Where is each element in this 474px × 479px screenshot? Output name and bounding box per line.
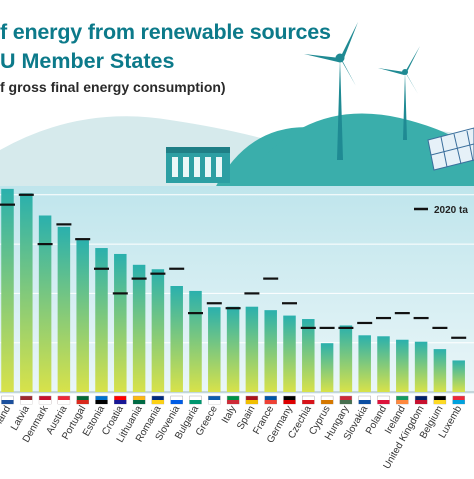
flag-icon	[320, 395, 334, 405]
flag-icon	[38, 395, 52, 405]
wind-turbine-icon	[378, 46, 420, 140]
bar-slovenia	[170, 286, 183, 392]
bar-greece	[208, 307, 221, 392]
flag-icon	[189, 395, 202, 405]
bar-land	[1, 188, 14, 392]
flag-icon	[151, 395, 165, 405]
bar-bulgaria	[189, 290, 202, 392]
bar-denmark	[38, 215, 52, 392]
bar-belgium	[433, 349, 447, 392]
flag-icon	[452, 395, 465, 405]
chart-title-line1: f energy from renewable sources	[0, 20, 331, 44]
flag-icon	[208, 395, 221, 405]
bar-romania	[151, 269, 165, 392]
bar-france	[264, 310, 277, 392]
bar-estonia	[95, 248, 108, 392]
flag-icon	[245, 395, 259, 405]
bar-luxemb	[452, 360, 465, 392]
bar-hungary	[339, 325, 353, 392]
bar-italy	[226, 306, 240, 392]
chart-title-line2: U Member States	[0, 49, 175, 73]
bar-cyprus	[320, 343, 334, 392]
flag-icon	[283, 395, 296, 405]
flag-icon	[114, 395, 127, 405]
bar-austria	[57, 226, 71, 392]
bar-lithuania	[132, 264, 146, 392]
flag-icon	[414, 395, 428, 405]
flag-icon	[95, 395, 108, 405]
bar-united-kingdom	[414, 341, 428, 392]
bar-poland	[377, 336, 390, 392]
hill-teal-right	[240, 113, 474, 188]
flag-icon	[264, 395, 277, 405]
flag-icon	[396, 395, 409, 405]
bar-portugal	[76, 240, 89, 392]
bar-latvia	[20, 193, 33, 392]
flag-icon	[132, 395, 146, 405]
flag-icon	[358, 395, 371, 405]
flag-icon	[20, 395, 33, 405]
bar-croatia	[114, 253, 127, 392]
bar-ireland	[396, 339, 409, 392]
flags	[1, 395, 465, 405]
flag-icon	[339, 395, 353, 405]
chart-subtitle: f gross final energy consumption)	[0, 79, 226, 95]
bar-germany	[283, 315, 296, 392]
wind-turbine-icon	[304, 22, 358, 160]
dam-icon	[166, 147, 230, 183]
flag-icon	[1, 395, 14, 405]
target-markers	[0, 193, 467, 339]
solar-panel-icon	[427, 127, 474, 171]
flag-icon	[302, 395, 315, 405]
bars	[1, 188, 465, 392]
x-tick-label: Italy	[220, 404, 239, 425]
flag-icon	[433, 395, 447, 405]
flag-icon	[377, 395, 390, 405]
flag-icon	[170, 395, 183, 405]
flag-icon	[226, 395, 240, 405]
x-axis-labels: landLatviaDenmarkAustriaPortugalEstoniaC…	[0, 403, 465, 471]
bar-slovakia	[358, 335, 371, 392]
bar-spain	[245, 306, 259, 392]
bar-czechia	[302, 319, 315, 392]
flag-icon	[57, 395, 71, 405]
legend-target-label: 2020 ta	[434, 205, 468, 216]
flag-icon	[76, 395, 89, 405]
